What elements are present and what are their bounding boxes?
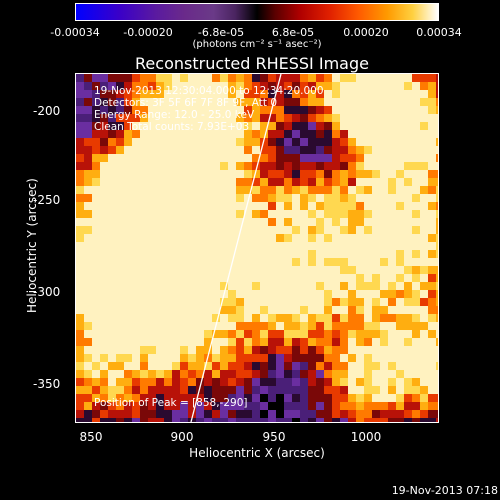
y-tick-label: -300 <box>33 285 61 299</box>
colorbar <box>75 3 439 21</box>
y-tick-label: -350 <box>33 377 61 391</box>
colorbar-units: (photons cm⁻² s⁻¹ asec⁻²) <box>192 39 322 50</box>
time-range-annotation: 19-Nov-2013 12:30:04.000 to 12:34:20.000 <box>94 85 324 97</box>
rhessi-image-plot <box>75 73 439 423</box>
x-tick-label: 900 <box>170 430 194 444</box>
detectors-annotation: Detectors: 3F 5F 6F 7F 8F 9F, Att 0 <box>94 97 278 109</box>
colorbar-tick: -6.8e-05 <box>197 26 245 39</box>
solar-limb-line <box>190 74 282 422</box>
render-timestamp: 19-Nov-2013 07:18 <box>391 484 498 497</box>
y-axis-label: Heliocentric Y (arcsec) <box>25 178 39 313</box>
image-title: Reconstructed RHESSI Image <box>135 54 369 73</box>
peak-position-annotation: Position of Peak = [858,-290] <box>94 397 248 409</box>
colorbar-tick: 0.00020 <box>343 26 389 39</box>
x-tick-label: 850 <box>79 430 103 444</box>
reconstructed-image <box>76 74 438 422</box>
y-tick-label: -200 <box>33 104 61 118</box>
colorbar-tick: -0.00034 <box>50 26 100 39</box>
x-tick-label: 950 <box>262 430 286 444</box>
colorbar-tick: 0.00034 <box>416 26 462 39</box>
x-tick-label: 1000 <box>350 430 382 444</box>
y-tick-label: -250 <box>33 193 61 207</box>
x-axis-label: Heliocentric X (arcsec) <box>189 446 325 460</box>
clean-counts-annotation: Clean Total counts: 7.93E+03 <box>94 121 250 133</box>
colorbar-tick: 6.8e-05 <box>271 26 315 39</box>
colorbar-tick: -0.00020 <box>123 26 173 39</box>
energy-range-annotation: Energy Range: 12.0 - 25.0 keV <box>94 109 255 121</box>
